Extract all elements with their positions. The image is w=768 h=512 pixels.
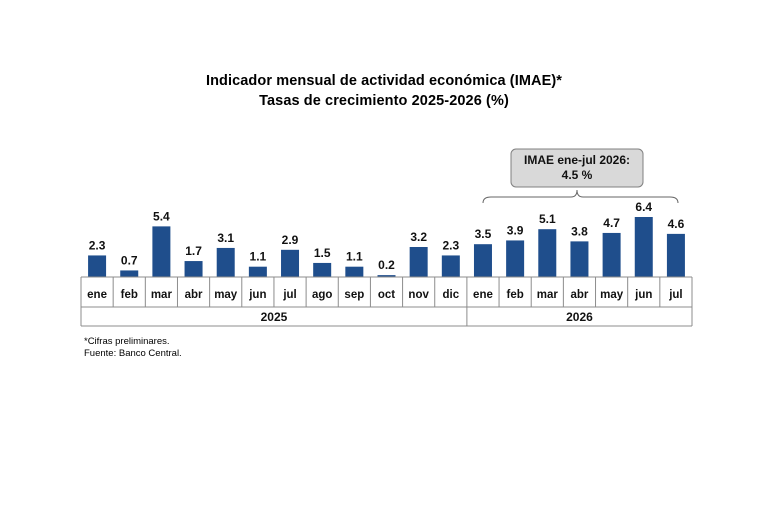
x-tick-label-4: may: [214, 289, 238, 301]
bar-10: [409, 247, 428, 277]
data-label-3: 1.7: [185, 244, 202, 258]
x-tick-label-6: jul: [282, 289, 296, 301]
data-label-18: 4.6: [668, 217, 685, 231]
x-tick-label-16: may: [600, 289, 624, 301]
bar-13: [506, 240, 525, 277]
bar-6: [281, 249, 300, 277]
annotation-line-2: 4.5 %: [562, 168, 593, 182]
x-tick-label-1: feb: [121, 289, 138, 301]
footnote-source: Fuente: Banco Central.: [84, 348, 182, 359]
bar-7: [313, 262, 332, 277]
x-tick-label-17: jun: [634, 289, 652, 301]
bar-0: [88, 255, 107, 277]
chart-subtitle: Tasas de crecimiento 2025-2026 (%): [259, 93, 509, 109]
year-label-2025: 2025: [261, 310, 288, 324]
year-label-2026: 2026: [566, 310, 593, 324]
data-label-12: 3.5: [475, 227, 492, 241]
x-tick-label-2: mar: [151, 289, 173, 301]
bar-12: [473, 244, 492, 277]
x-tick-label-13: feb: [507, 289, 524, 301]
x-tick-label-7: ago: [312, 289, 332, 301]
data-label-14: 5.1: [539, 212, 556, 226]
data-label-0: 2.3: [89, 238, 106, 252]
chart-title: Indicador mensual de actividad económica…: [205, 73, 563, 89]
data-label-8: 1.1: [346, 250, 363, 264]
data-label-16: 4.7: [603, 216, 620, 230]
x-tick-label-14: mar: [537, 289, 559, 301]
bar-18: [666, 233, 685, 277]
x-tick-label-18: jul: [668, 289, 682, 301]
data-label-13: 3.9: [507, 223, 524, 237]
x-tick-label-12: ene: [473, 289, 493, 301]
bar-17: [634, 217, 653, 277]
data-label-1: 0.7: [121, 253, 138, 267]
x-tick-label-10: nov: [408, 289, 429, 301]
data-label-10: 3.2: [410, 230, 427, 244]
data-label-7: 1.5: [314, 246, 331, 260]
annotation-box: [510, 148, 644, 188]
bar-11: [441, 255, 460, 277]
annotation-brace: [482, 189, 679, 204]
data-label-11: 2.3: [442, 238, 459, 252]
bar-4: [216, 247, 235, 277]
bar-9: [377, 275, 396, 278]
bar-2: [152, 226, 171, 278]
x-tick-label-0: ene: [87, 289, 107, 301]
x-tick-label-5: jun: [248, 289, 266, 301]
data-label-5: 1.1: [250, 250, 267, 264]
bar-14: [538, 229, 557, 277]
bar-16: [602, 232, 621, 277]
bar-5: [248, 266, 267, 277]
x-tick-label-9: oct: [378, 289, 395, 301]
bar-15: [570, 241, 589, 277]
data-label-9: 0.2: [378, 258, 395, 272]
data-label-4: 3.1: [217, 231, 234, 245]
bar-8: [345, 266, 364, 277]
data-label-6: 2.9: [282, 233, 299, 247]
footnote-preliminary: *Cifras preliminares.: [84, 336, 170, 347]
data-label-17: 6.4: [635, 200, 652, 214]
bar-1: [120, 270, 139, 277]
data-label-2: 5.4: [153, 209, 170, 223]
data-label-15: 3.8: [571, 224, 588, 238]
x-tick-label-8: sep: [344, 289, 364, 301]
x-tick-label-15: abr: [570, 289, 588, 301]
annotation-line-1: IMAE ene-jul 2026:: [524, 153, 630, 167]
x-tick-label-3: abr: [185, 289, 203, 301]
bar-3: [184, 261, 203, 277]
x-tick-label-11: dic: [443, 289, 460, 301]
